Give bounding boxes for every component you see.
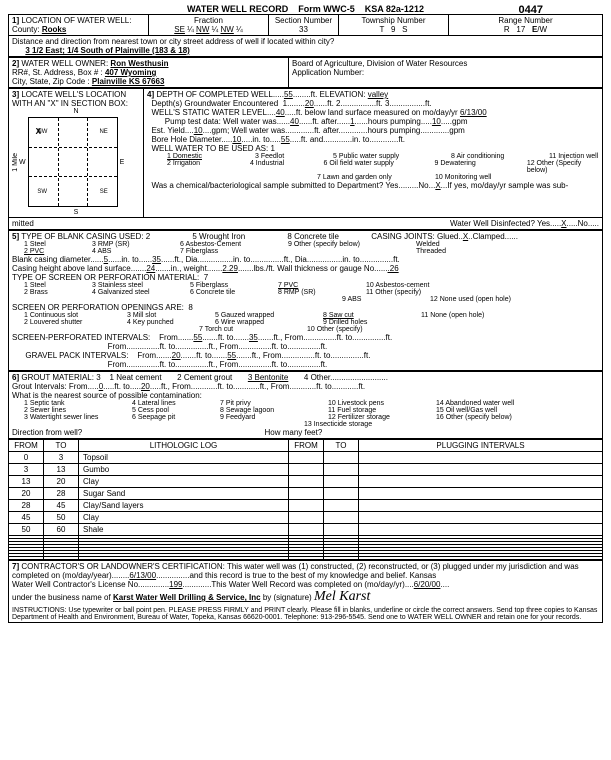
county-label: County: <box>12 25 40 34</box>
gw1-value: 20 <box>305 99 314 108</box>
pump-gpm: 10 <box>432 117 441 126</box>
lithlog-row: 2845Clay/Sand layers <box>9 500 603 512</box>
lic-value: 199 <box>169 580 182 589</box>
instructions: INSTRUCTIONS: Use typewriter or ball poi… <box>12 607 599 621</box>
top-table: 1] LOCATION OF WATER WELL: County: Rooks… <box>8 14 603 57</box>
perf-from1: 55 <box>193 333 202 342</box>
weight-value: 2.29 <box>222 264 238 273</box>
board-label: Board of Agriculture, Division of Water … <box>292 59 467 68</box>
yield-value: 10 <box>194 126 203 135</box>
sec4-label: DEPTH OF COMPLETED WELL <box>156 90 272 99</box>
distance-label: Distance and direction from nearest town… <box>12 37 334 46</box>
bore-value: 10 <box>232 135 241 144</box>
lithlog-row: 03Topsoil <box>9 452 603 464</box>
signature: Mel Karst <box>314 589 370 604</box>
pump-hrs: 1 <box>350 117 354 126</box>
doc-number: 0447 <box>519 4 543 16</box>
depth-value: 55 <box>284 90 293 99</box>
gravel-from1: 20 <box>172 351 181 360</box>
form-id: Form WWC-5 <box>298 4 355 14</box>
bus-value: Karst Water Well Drilling & Service, Inc <box>113 593 261 602</box>
owner-value: Ron Westhusin <box>110 59 168 68</box>
open-value: 8 <box>188 303 192 312</box>
sec1-label: LOCATION OF WATER WELL: <box>21 16 131 25</box>
static-date: 6/13/00 <box>460 108 487 117</box>
form-title: WATER WELL RECORD <box>187 4 288 14</box>
section-label: Section Number <box>275 16 332 25</box>
height-value: 24 <box>146 264 155 273</box>
frac3a: NW <box>221 25 234 34</box>
section-value: 33 <box>299 25 308 34</box>
pump-value: 40 <box>290 117 299 126</box>
diam-value: 5 <box>104 255 108 264</box>
township-label: Township Number <box>361 16 425 25</box>
main-table: 3] LOCATE WELL'S LOCATION WITH AN "X" IN… <box>8 88 603 230</box>
lithlog-row: 4550Clay <box>9 512 603 524</box>
bore-to: 55 <box>281 135 290 144</box>
county-value: Rooks <box>42 25 66 34</box>
lithlog-row: 5060Shale <box>9 524 603 536</box>
addr-label: RR#, St. Address, Box # : <box>12 68 103 77</box>
lithlog-row: 1320Clay <box>9 476 603 488</box>
lithlog-row: 2028Sugar Sand <box>9 488 603 500</box>
frac2a: NW <box>196 25 209 34</box>
perf-to1: 35 <box>249 333 258 342</box>
casing-table: 5] TYPE OF BLANK CASING USED: 2 5 Wrough… <box>8 230 603 371</box>
lithlog-row: 313Gumbo <box>9 464 603 476</box>
gauge-value: .26 <box>388 264 399 273</box>
grout-from: 0 <box>99 382 103 391</box>
grout-table: 6] GROUT MATERIAL: 3 1 Neat cement 2 Cem… <box>8 371 603 439</box>
diam-to: 35 <box>152 255 161 264</box>
app-label: Application Number: <box>292 68 364 77</box>
bact-value: X <box>435 181 440 190</box>
section-grid[interactable]: NW NE SW SE X <box>28 117 118 207</box>
gravel-to1: 55 <box>227 351 236 360</box>
joints-value: X <box>463 232 468 241</box>
static-value: 40 <box>276 108 285 117</box>
cert-table: 7] CONTRACTOR'S OR LANDOWNER'S CERTIFICA… <box>8 560 603 623</box>
frac1a: SE <box>174 25 185 34</box>
screen-value: 7 <box>204 273 208 282</box>
lithlog-table: FROM TO LITHOLOGIC LOG FROM TO PLUGGING … <box>8 439 603 560</box>
city-value: Plainville KS 67663 <box>92 77 165 86</box>
lic-date: 6/20/00 <box>414 580 441 589</box>
owner-table: 2] WATER WELL OWNER: Ron Westhusin RR#, … <box>8 57 603 88</box>
form-ksa: KSA 82a-1212 <box>365 4 424 14</box>
township-value: 9 <box>391 25 395 34</box>
elev-value: valley <box>368 90 388 99</box>
distance-value: 3 1/2 East; 1/4 South of Plainville (183… <box>25 46 190 55</box>
addr-value: 407 Wyoming <box>105 68 156 77</box>
disinfect-value: X <box>561 219 566 228</box>
range-label: Range Number <box>498 16 552 25</box>
range-value: 17 <box>516 25 525 34</box>
grout-to: 20 <box>141 382 150 391</box>
sec2-label: WATER WELL OWNER: <box>21 59 108 68</box>
sec3-label: LOCATE WELL'S LOCATION WITH AN "X" IN SE… <box>12 90 128 108</box>
casing-value: 2 <box>146 232 150 241</box>
city-label: City, State, Zip Code : <box>12 77 90 86</box>
comp-date: 6/13/00 <box>129 571 156 580</box>
fraction-label: Fraction <box>194 16 223 25</box>
grout-value: 3 <box>96 373 100 382</box>
